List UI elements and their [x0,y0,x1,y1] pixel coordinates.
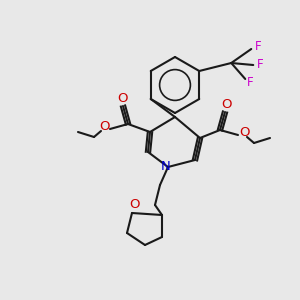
Text: F: F [247,76,253,89]
Text: O: O [129,199,139,212]
Text: N: N [161,160,171,173]
Text: O: O [222,98,232,110]
Text: F: F [255,40,262,53]
Text: O: O [99,121,109,134]
Text: F: F [257,58,264,71]
Text: O: O [117,92,127,104]
Text: O: O [239,127,249,140]
